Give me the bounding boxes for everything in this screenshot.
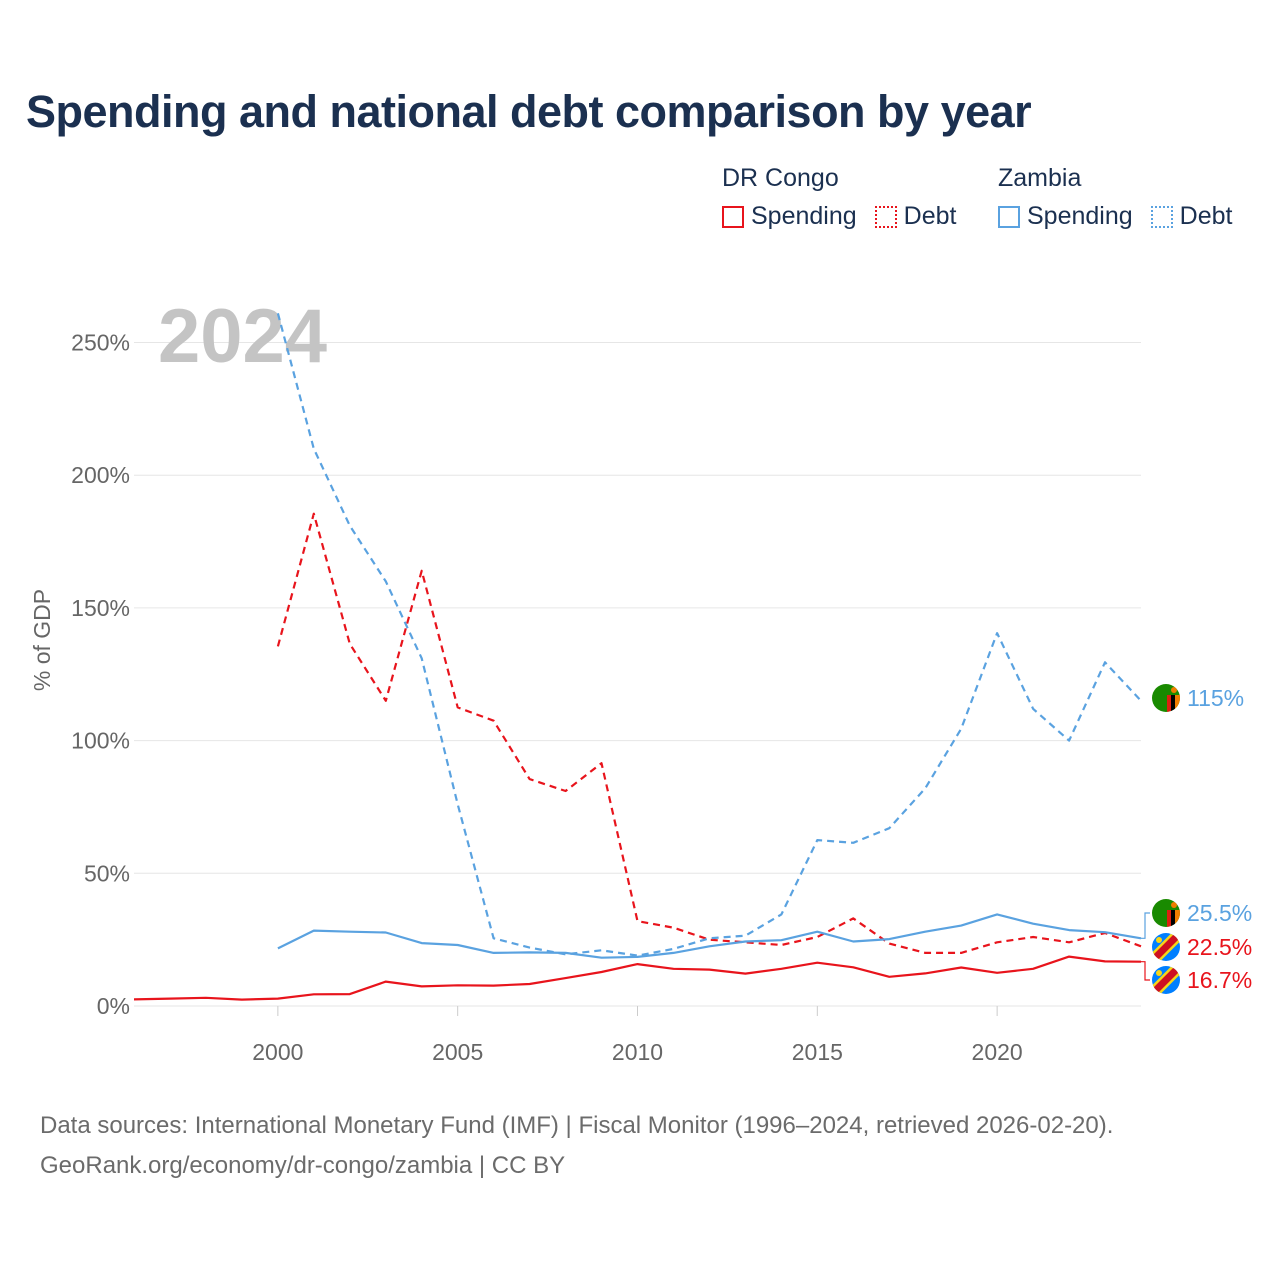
grid-layer [134, 342, 1141, 1007]
legend-country-dr-congo: DR Congo [722, 164, 839, 192]
legend-label: Spending [751, 202, 857, 230]
legend-group-dr-congo: DR Congo Spending Debt [722, 160, 974, 231]
legend-swatch-solid-icon [998, 205, 1020, 228]
page-title: Spending and national debt comparison by… [26, 86, 1032, 137]
y-tick-label: 250% [71, 330, 130, 356]
end-label-connector [1141, 961, 1150, 981]
zambia-flag-icon [1152, 684, 1180, 712]
footer-source: Data sources: International Monetary Fun… [40, 1112, 1114, 1139]
legend-country-zambia: Zambia [998, 164, 1082, 192]
y-tick-label: 50% [84, 860, 130, 886]
series-line-zambia-spending [277, 913, 1142, 959]
y-tick-label: 150% [71, 595, 130, 621]
end-value-label: 115% [1187, 685, 1244, 711]
dr-congo-flag-icon [1152, 966, 1180, 994]
series-line-congo-debt [276, 512, 1142, 955]
x-tick-label: 2010 [612, 1039, 663, 1065]
legend-item-zambia-debt[interactable]: Debt [1150, 202, 1233, 231]
x-tick-label: 2000 [252, 1039, 303, 1065]
legend-item-dr-congo-debt[interactable]: Debt [874, 202, 957, 231]
y-axis-label: % of GDP [29, 589, 55, 691]
legend-swatch-solid-icon [722, 205, 744, 228]
series-layer [133, 313, 1142, 1001]
end-value-label: 16.7% [1187, 967, 1252, 993]
x-tick-label: 2015 [792, 1039, 843, 1065]
y-tick-label: 200% [71, 462, 130, 488]
legend-swatch-dotted-icon [874, 205, 897, 228]
end-label-layer: 115% 25.5% 22.5% 16.7% [1141, 684, 1252, 994]
end-label-connector [1141, 912, 1150, 939]
dr-congo-flag-icon [1152, 933, 1180, 961]
y-tick-label: 100% [71, 728, 130, 754]
x-tick-label: 2005 [432, 1039, 483, 1065]
end-value-label: 22.5% [1187, 934, 1252, 960]
legend-group-zambia: Zambia Spending Debt [998, 160, 1250, 231]
footer-attribution[interactable]: GeoRank.org/economy/dr-congo/zambia | CC… [40, 1152, 566, 1179]
x-tick-label: 2020 [972, 1039, 1023, 1065]
year-watermark: 2024 [158, 294, 327, 379]
footer: Data sources: International Monetary Fun… [40, 1106, 1113, 1186]
legend-label: Debt [903, 202, 957, 230]
end-value-label: 25.5% [1187, 900, 1252, 926]
series-line-congo-spending [133, 955, 1142, 1001]
legend-label: Spending [1027, 202, 1133, 230]
axis-layer: 0% 50% 100% 150% 200% 250% 2000 2005 2010 2015 202… [71, 330, 1023, 1065]
legend-item-dr-congo-spending[interactable]: Spending [722, 202, 857, 231]
legend-item-zambia-spending[interactable]: Spending [998, 202, 1133, 231]
series-line-zambia-debt [276, 313, 1142, 957]
legend-swatch-dotted-icon [1150, 205, 1173, 228]
y-tick-label: 0% [97, 993, 130, 1019]
zambia-flag-icon [1152, 899, 1180, 927]
legend-label: Debt [1179, 202, 1233, 230]
